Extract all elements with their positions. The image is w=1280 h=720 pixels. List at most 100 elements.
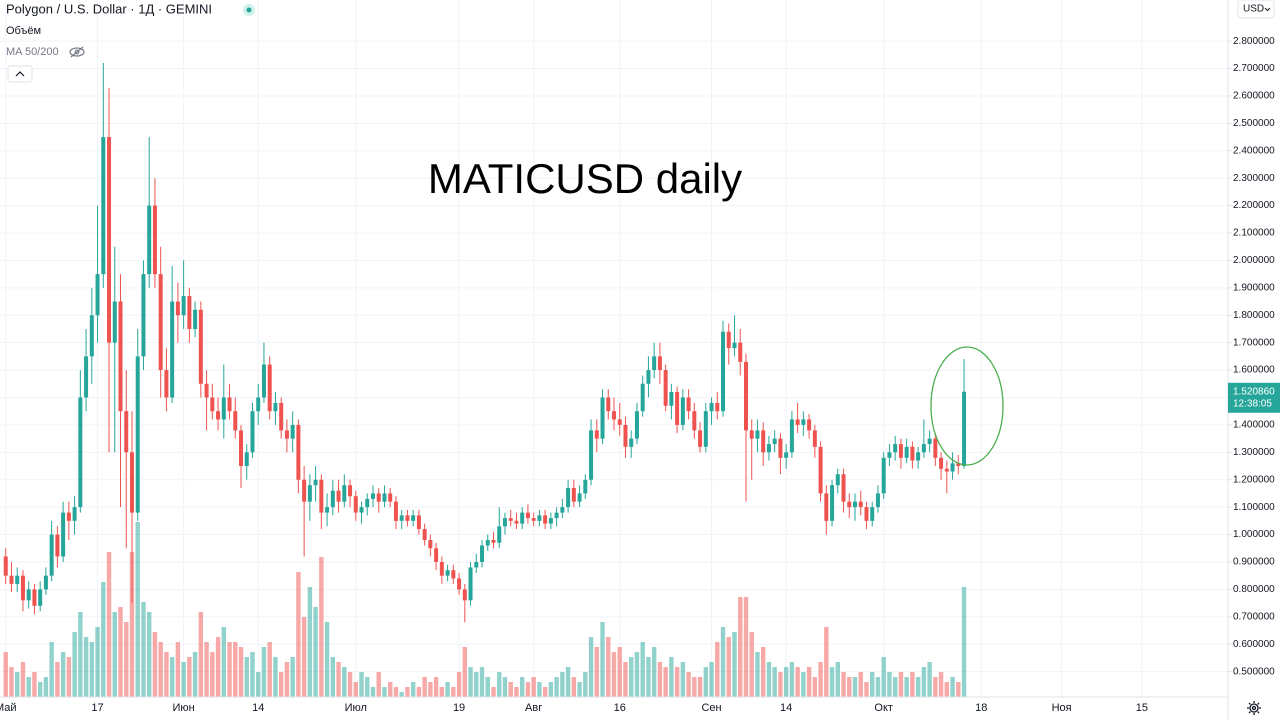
- volume-indicator[interactable]: Объём: [6, 25, 41, 37]
- y-tick-label: 0.500000: [1233, 666, 1275, 677]
- candle-body: [640, 383, 645, 412]
- volume-bar: [83, 637, 89, 697]
- x-tick-label: 15: [1136, 702, 1148, 714]
- volume-bar: [927, 662, 932, 697]
- y-tick-label: 1.400000: [1233, 420, 1275, 431]
- candle-body: [703, 411, 708, 447]
- volume-bar: [715, 642, 720, 697]
- candle-body: [944, 468, 949, 472]
- candle-body: [893, 444, 898, 453]
- x-tick-label: Май: [0, 702, 17, 714]
- candle-body: [342, 485, 347, 502]
- y-tick-label: 2.000000: [1233, 255, 1275, 266]
- candle-body: [55, 534, 60, 557]
- candle-body: [612, 411, 616, 420]
- volume-bar: [674, 667, 680, 697]
- volume-bar: [801, 672, 806, 697]
- candle-body: [411, 515, 416, 521]
- volume-bar: [938, 672, 944, 697]
- candle-body: [296, 424, 301, 480]
- chart-title: MATICUSD daily: [428, 155, 742, 202]
- candle-body: [3, 556, 8, 576]
- volume-bar: [789, 662, 795, 697]
- candle-body: [841, 474, 846, 502]
- currency-caret: [1264, 7, 1271, 12]
- y-tick-label: 1.700000: [1233, 337, 1275, 348]
- candle-body: [107, 137, 112, 343]
- volume-bar: [278, 672, 284, 697]
- volume-bar: [640, 642, 645, 697]
- candle-body: [853, 501, 858, 508]
- candle-body: [32, 589, 37, 606]
- candle-body: [698, 430, 703, 447]
- candle-body: [904, 446, 909, 458]
- x-tick-label: 14: [780, 702, 792, 714]
- volume-bar: [319, 557, 324, 697]
- candle-body: [175, 301, 180, 316]
- volume-bar: [3, 652, 8, 697]
- candle-body: [336, 490, 341, 502]
- volume-bar: [910, 672, 915, 697]
- candle-body: [273, 402, 278, 412]
- settings-icon[interactable]: [1247, 701, 1261, 715]
- y-tick-label: 2.300000: [1233, 173, 1275, 184]
- candle-body: [497, 526, 502, 543]
- candle-body: [170, 301, 175, 398]
- x-tick-label: Авг: [525, 702, 542, 714]
- candle-body: [525, 512, 530, 519]
- candle-body: [571, 487, 576, 502]
- volume-bar: [49, 642, 54, 697]
- candle-body: [147, 205, 152, 275]
- candle-body: [847, 501, 852, 508]
- volume-bar: [129, 552, 135, 697]
- volume-bar: [468, 667, 473, 697]
- volume-bar: [554, 677, 559, 697]
- candle-body: [761, 430, 766, 453]
- candle-body: [738, 342, 743, 362]
- y-tick-label: 2.800000: [1233, 36, 1275, 47]
- candle-body: [474, 561, 479, 568]
- volume-bar: [445, 682, 450, 697]
- candle-body: [812, 430, 817, 447]
- volume-pane: [3, 522, 967, 697]
- candle-body: [721, 331, 726, 412]
- volume-bar: [514, 687, 519, 697]
- candle-body: [921, 444, 926, 453]
- volume-bar: [692, 677, 697, 697]
- volume-bar: [410, 682, 416, 697]
- candle-body: [468, 567, 473, 601]
- volume-bar: [881, 657, 886, 697]
- candle-body: [9, 575, 14, 584]
- volume-bar: [657, 662, 663, 697]
- volume-bar: [565, 667, 571, 697]
- collapse-button[interactable]: [7, 65, 33, 83]
- volume-bar: [9, 667, 14, 697]
- y-tick-label: 1.900000: [1233, 282, 1275, 293]
- hidden-icon[interactable]: [69, 46, 85, 58]
- candle-body: [962, 391, 967, 467]
- volume-bar: [703, 667, 709, 697]
- candle-body: [531, 518, 536, 521]
- candle-body: [956, 463, 961, 467]
- volume-bar: [944, 682, 950, 697]
- candle-body: [743, 361, 748, 431]
- volume-bar: [439, 687, 445, 697]
- candle-body: [26, 589, 31, 601]
- ma-indicator[interactable]: MA 50/200: [6, 46, 59, 58]
- candle-body: [686, 397, 691, 412]
- candle-body: [445, 570, 450, 576]
- candle-body: [399, 515, 404, 521]
- candle-body: [939, 457, 944, 469]
- candle-body: [548, 518, 553, 524]
- candle-body: [520, 512, 525, 524]
- symbol-title[interactable]: Polygon / U.S. Dollar · 1Д · GEMINI: [6, 1, 212, 16]
- candle-body: [15, 575, 20, 584]
- candle-body: [158, 274, 163, 371]
- volume-bar: [267, 642, 272, 697]
- volume-bar: [634, 652, 640, 697]
- currency-button[interactable]: [1237, 0, 1275, 19]
- x-tick-label: Июн: [173, 702, 195, 714]
- volume-bar: [600, 622, 605, 697]
- volume-bar: [743, 597, 749, 697]
- volume-bar: [37, 682, 43, 697]
